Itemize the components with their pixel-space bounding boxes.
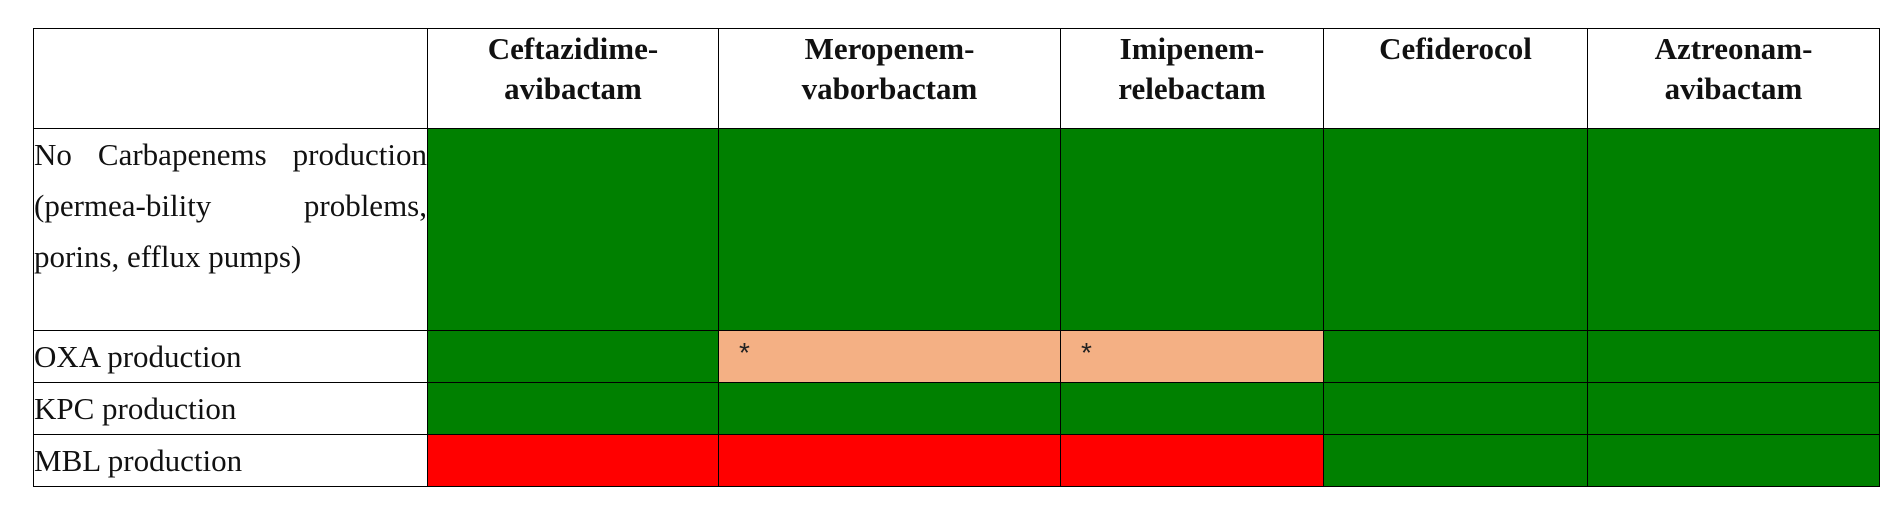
cell-mark bbox=[719, 129, 1060, 135]
cell-mark bbox=[1324, 435, 1587, 441]
status-cell bbox=[1587, 382, 1880, 435]
asterisk-mark: * bbox=[739, 337, 750, 368]
status-cell bbox=[427, 434, 719, 487]
row-label: MBL production bbox=[33, 434, 428, 487]
status-cell bbox=[718, 128, 1061, 331]
table-row-kpc: KPC production bbox=[33, 382, 1880, 435]
status-cell bbox=[1060, 382, 1324, 435]
column-header-line: avibactam bbox=[504, 71, 642, 106]
status-cell bbox=[718, 382, 1061, 435]
status-cell bbox=[1323, 128, 1588, 331]
column-header-line: Meropenem- bbox=[804, 31, 975, 66]
cell-mark bbox=[1588, 331, 1879, 337]
table-row-oxa: OXA production * * bbox=[33, 330, 1880, 383]
cell-mark bbox=[1061, 435, 1323, 441]
susceptibility-table: Ceftazidime- avibactam Meropenem- vaborb… bbox=[33, 28, 1880, 487]
cell-mark bbox=[1324, 331, 1587, 337]
status-cell bbox=[427, 330, 719, 383]
status-cell bbox=[427, 128, 719, 331]
cell-mark bbox=[428, 435, 718, 441]
row-label: No Carbapenems production (permea-bility… bbox=[33, 128, 428, 331]
cell-mark bbox=[1588, 129, 1879, 135]
table-row-no-carbapenems: No Carbapenems production (permea-bility… bbox=[33, 128, 1880, 331]
cell-mark bbox=[428, 383, 718, 389]
cell-mark bbox=[1588, 435, 1879, 441]
status-cell bbox=[1323, 382, 1588, 435]
status-cell bbox=[1060, 128, 1324, 331]
status-cell: * bbox=[718, 330, 1061, 383]
cell-mark bbox=[428, 331, 718, 337]
status-cell bbox=[1323, 434, 1588, 487]
cell-mark bbox=[1061, 129, 1323, 135]
column-header-imipenem-relebactam: Imipenem- relebactam bbox=[1060, 28, 1324, 129]
column-header-line: vaborbactam bbox=[801, 71, 978, 106]
cell-mark bbox=[1061, 383, 1323, 389]
row-label: KPC production bbox=[33, 382, 428, 435]
status-cell bbox=[427, 382, 719, 435]
cell-mark bbox=[719, 435, 1060, 441]
cell-mark bbox=[719, 383, 1060, 389]
row-label: OXA production bbox=[33, 330, 428, 383]
column-header-line: Imipenem- bbox=[1119, 31, 1265, 66]
table-row-mbl: MBL production bbox=[33, 434, 1880, 487]
column-header-meropenem-vaborbactam: Meropenem- vaborbactam bbox=[718, 28, 1061, 129]
status-cell: * bbox=[1060, 330, 1324, 383]
status-cell bbox=[1587, 330, 1880, 383]
cell-mark bbox=[1324, 129, 1587, 135]
cell-mark bbox=[428, 129, 718, 135]
column-header-cefiderocol: Cefiderocol bbox=[1323, 28, 1588, 129]
column-header-line: Ceftazidime- bbox=[487, 31, 659, 66]
header-row: Ceftazidime- avibactam Meropenem- vaborb… bbox=[33, 28, 1880, 129]
column-header-line: relebactam bbox=[1118, 71, 1266, 106]
status-cell bbox=[1587, 434, 1880, 487]
column-header-aztreonam-avibactam: Aztreonam- avibactam bbox=[1587, 28, 1880, 129]
column-header-line: avibactam bbox=[1664, 71, 1803, 106]
column-header-line: Cefiderocol bbox=[1379, 31, 1532, 66]
status-cell bbox=[1323, 330, 1588, 383]
cell-mark bbox=[1324, 383, 1587, 389]
status-cell bbox=[1587, 128, 1880, 331]
status-cell bbox=[718, 434, 1061, 487]
asterisk-mark: * bbox=[1081, 337, 1092, 368]
column-header-line: Aztreonam- bbox=[1654, 31, 1813, 66]
cell-mark bbox=[1588, 383, 1879, 389]
status-cell bbox=[1060, 434, 1324, 487]
corner-cell bbox=[33, 28, 428, 129]
column-header-ceftazidime-avibactam: Ceftazidime- avibactam bbox=[427, 28, 719, 129]
